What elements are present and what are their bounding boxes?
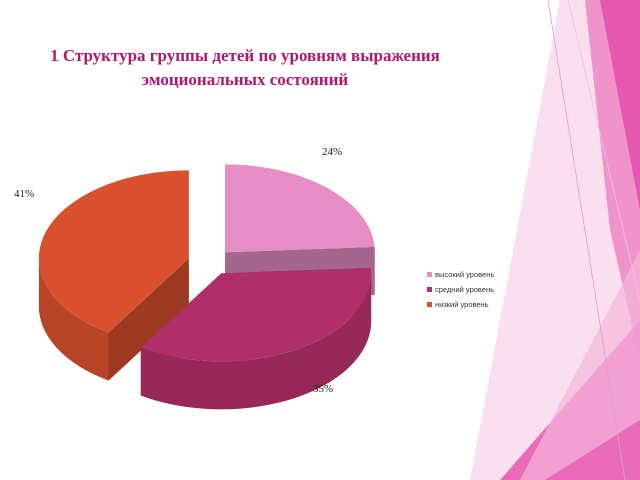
decor-line — [547, 0, 626, 480]
chart-title-line-2: эмоциональных состояний — [141, 70, 349, 89]
chart-title: 1 Структура группы детей по уровням выра… — [0, 44, 500, 92]
slice-medium-top — [140, 267, 372, 362]
legend: высокий уровень средний уровень низкий у… — [427, 270, 494, 309]
pie-slices — [38, 164, 375, 410]
value-label-high: 24% — [322, 146, 342, 158]
slice-low-top — [38, 170, 189, 333]
slice-low-wall-0 — [108, 258, 189, 381]
legend-swatch-low — [427, 302, 432, 307]
decor-shape-bottom-light — [520, 250, 640, 480]
slice-medium-side — [140, 272, 372, 410]
slice-low-side — [38, 256, 109, 381]
legend-label-high: высокий уровень — [435, 270, 494, 279]
legend-label-medium: средний уровень — [435, 285, 494, 294]
value-label-low: 41% — [14, 188, 34, 200]
decor-line-2 — [567, 0, 640, 301]
legend-swatch-medium — [427, 287, 432, 292]
legend-label-low: низкий уровень — [435, 300, 489, 309]
slice-high-top — [225, 164, 375, 253]
chart-title-line-1: 1 Структура группы детей по уровням выра… — [50, 46, 440, 65]
decor-shape-strong — [600, 0, 640, 210]
legend-swatch-high — [427, 272, 432, 277]
value-label-medium: 35% — [313, 383, 333, 395]
